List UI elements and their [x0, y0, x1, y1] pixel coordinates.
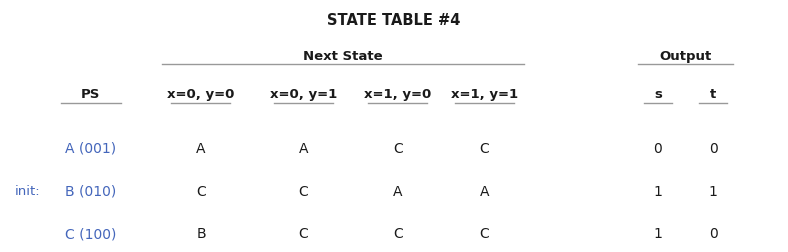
Text: A: A — [393, 184, 403, 199]
Text: B: B — [196, 227, 206, 241]
Text: 1: 1 — [653, 227, 663, 241]
Text: C: C — [299, 184, 308, 199]
Text: C (100): C (100) — [65, 227, 117, 241]
Text: C: C — [480, 142, 489, 156]
Text: x=0, y=0: x=0, y=0 — [167, 88, 235, 101]
Text: B (010): B (010) — [65, 184, 117, 199]
Text: 0: 0 — [708, 142, 718, 156]
Text: x=1, y=1: x=1, y=1 — [451, 88, 519, 101]
Text: x=0, y=1: x=0, y=1 — [269, 88, 337, 101]
Text: A: A — [196, 142, 206, 156]
Text: t: t — [710, 88, 716, 101]
Text: 0: 0 — [708, 227, 718, 241]
Text: A: A — [480, 184, 489, 199]
Text: Next State: Next State — [303, 50, 383, 63]
Text: C: C — [393, 227, 403, 241]
Text: 1: 1 — [653, 184, 663, 199]
Text: init:: init: — [15, 185, 40, 198]
Text: 1: 1 — [708, 184, 718, 199]
Text: C: C — [299, 227, 308, 241]
Text: A (001): A (001) — [65, 142, 116, 156]
Text: Output: Output — [660, 50, 712, 63]
Text: C: C — [480, 227, 489, 241]
Text: C: C — [393, 142, 403, 156]
Text: STATE TABLE #4: STATE TABLE #4 — [327, 13, 461, 28]
Text: s: s — [654, 88, 662, 101]
Text: 0: 0 — [653, 142, 663, 156]
Text: PS: PS — [81, 88, 100, 101]
Text: C: C — [196, 184, 206, 199]
Text: A: A — [299, 142, 308, 156]
Text: x=1, y=0: x=1, y=0 — [364, 88, 432, 101]
